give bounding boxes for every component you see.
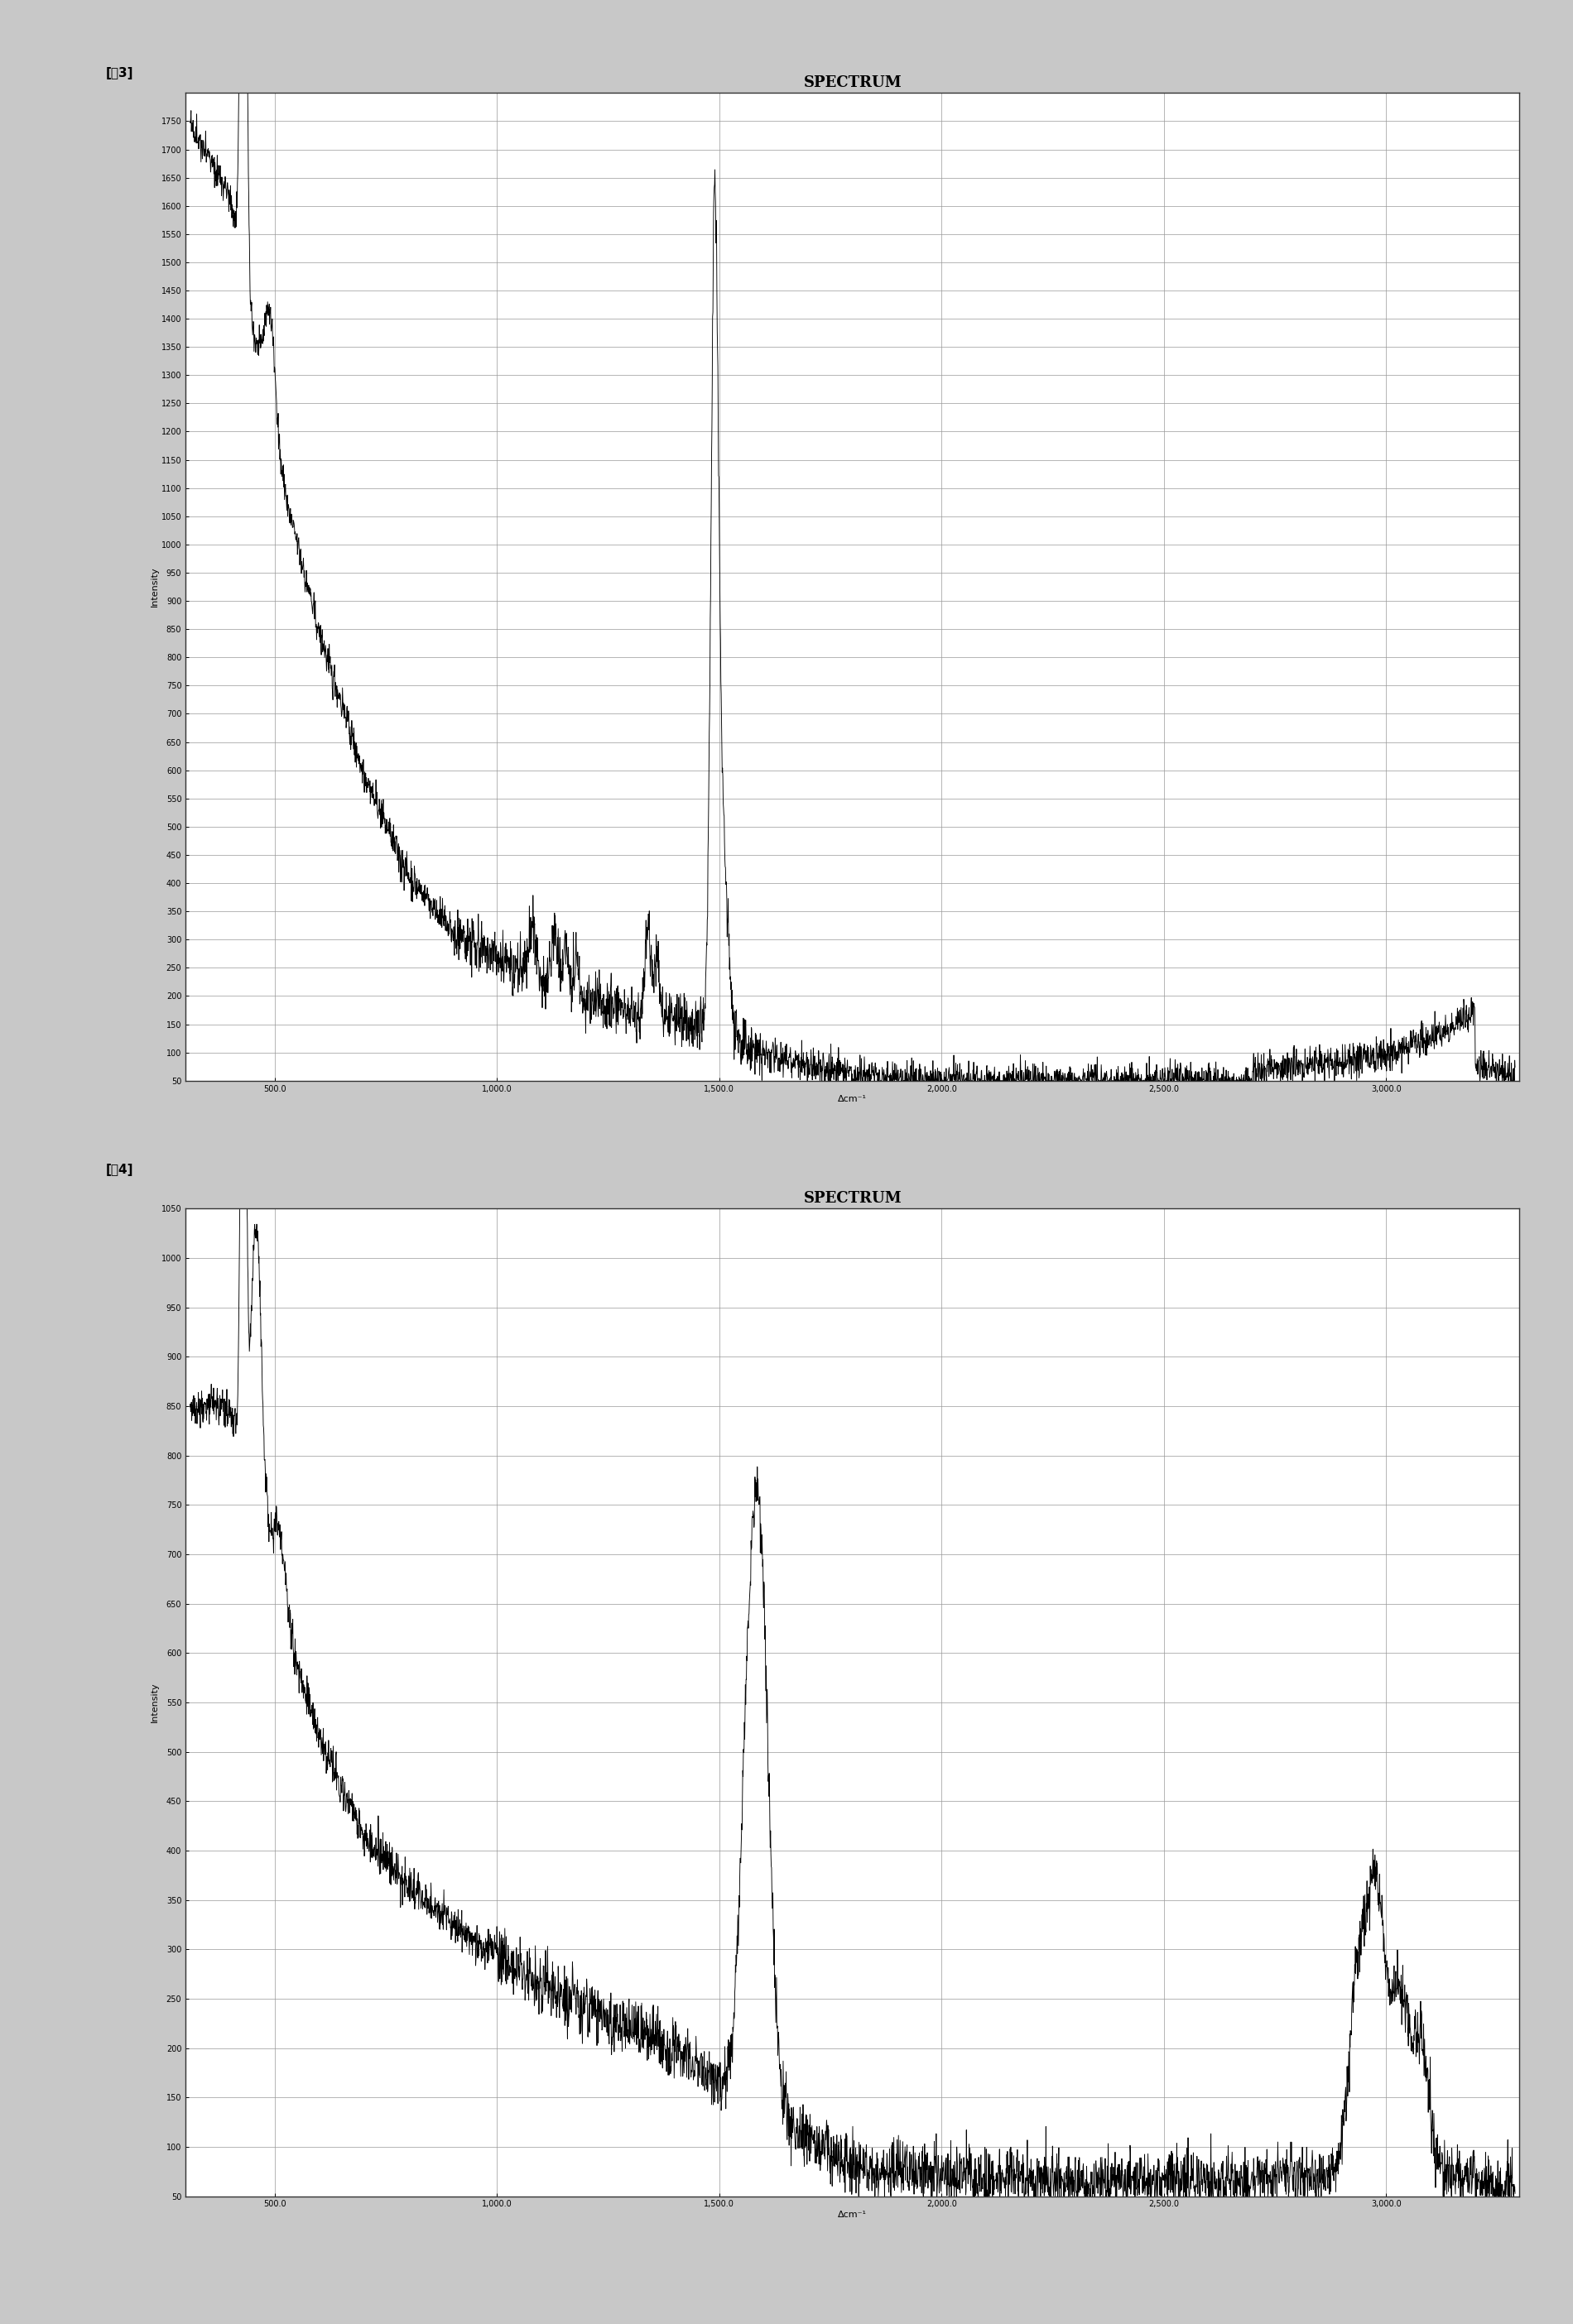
Text: [図3]: [図3] (105, 67, 134, 79)
X-axis label: Δcm⁻¹: Δcm⁻¹ (838, 1095, 867, 1104)
Title: SPECTRUM: SPECTRUM (804, 77, 901, 91)
Text: [図4]: [図4] (105, 1164, 134, 1176)
Y-axis label: Intensity: Intensity (151, 1683, 159, 1722)
Y-axis label: Intensity: Intensity (151, 567, 159, 607)
Title: SPECTRUM: SPECTRUM (804, 1192, 901, 1206)
X-axis label: Δcm⁻¹: Δcm⁻¹ (838, 2210, 867, 2219)
